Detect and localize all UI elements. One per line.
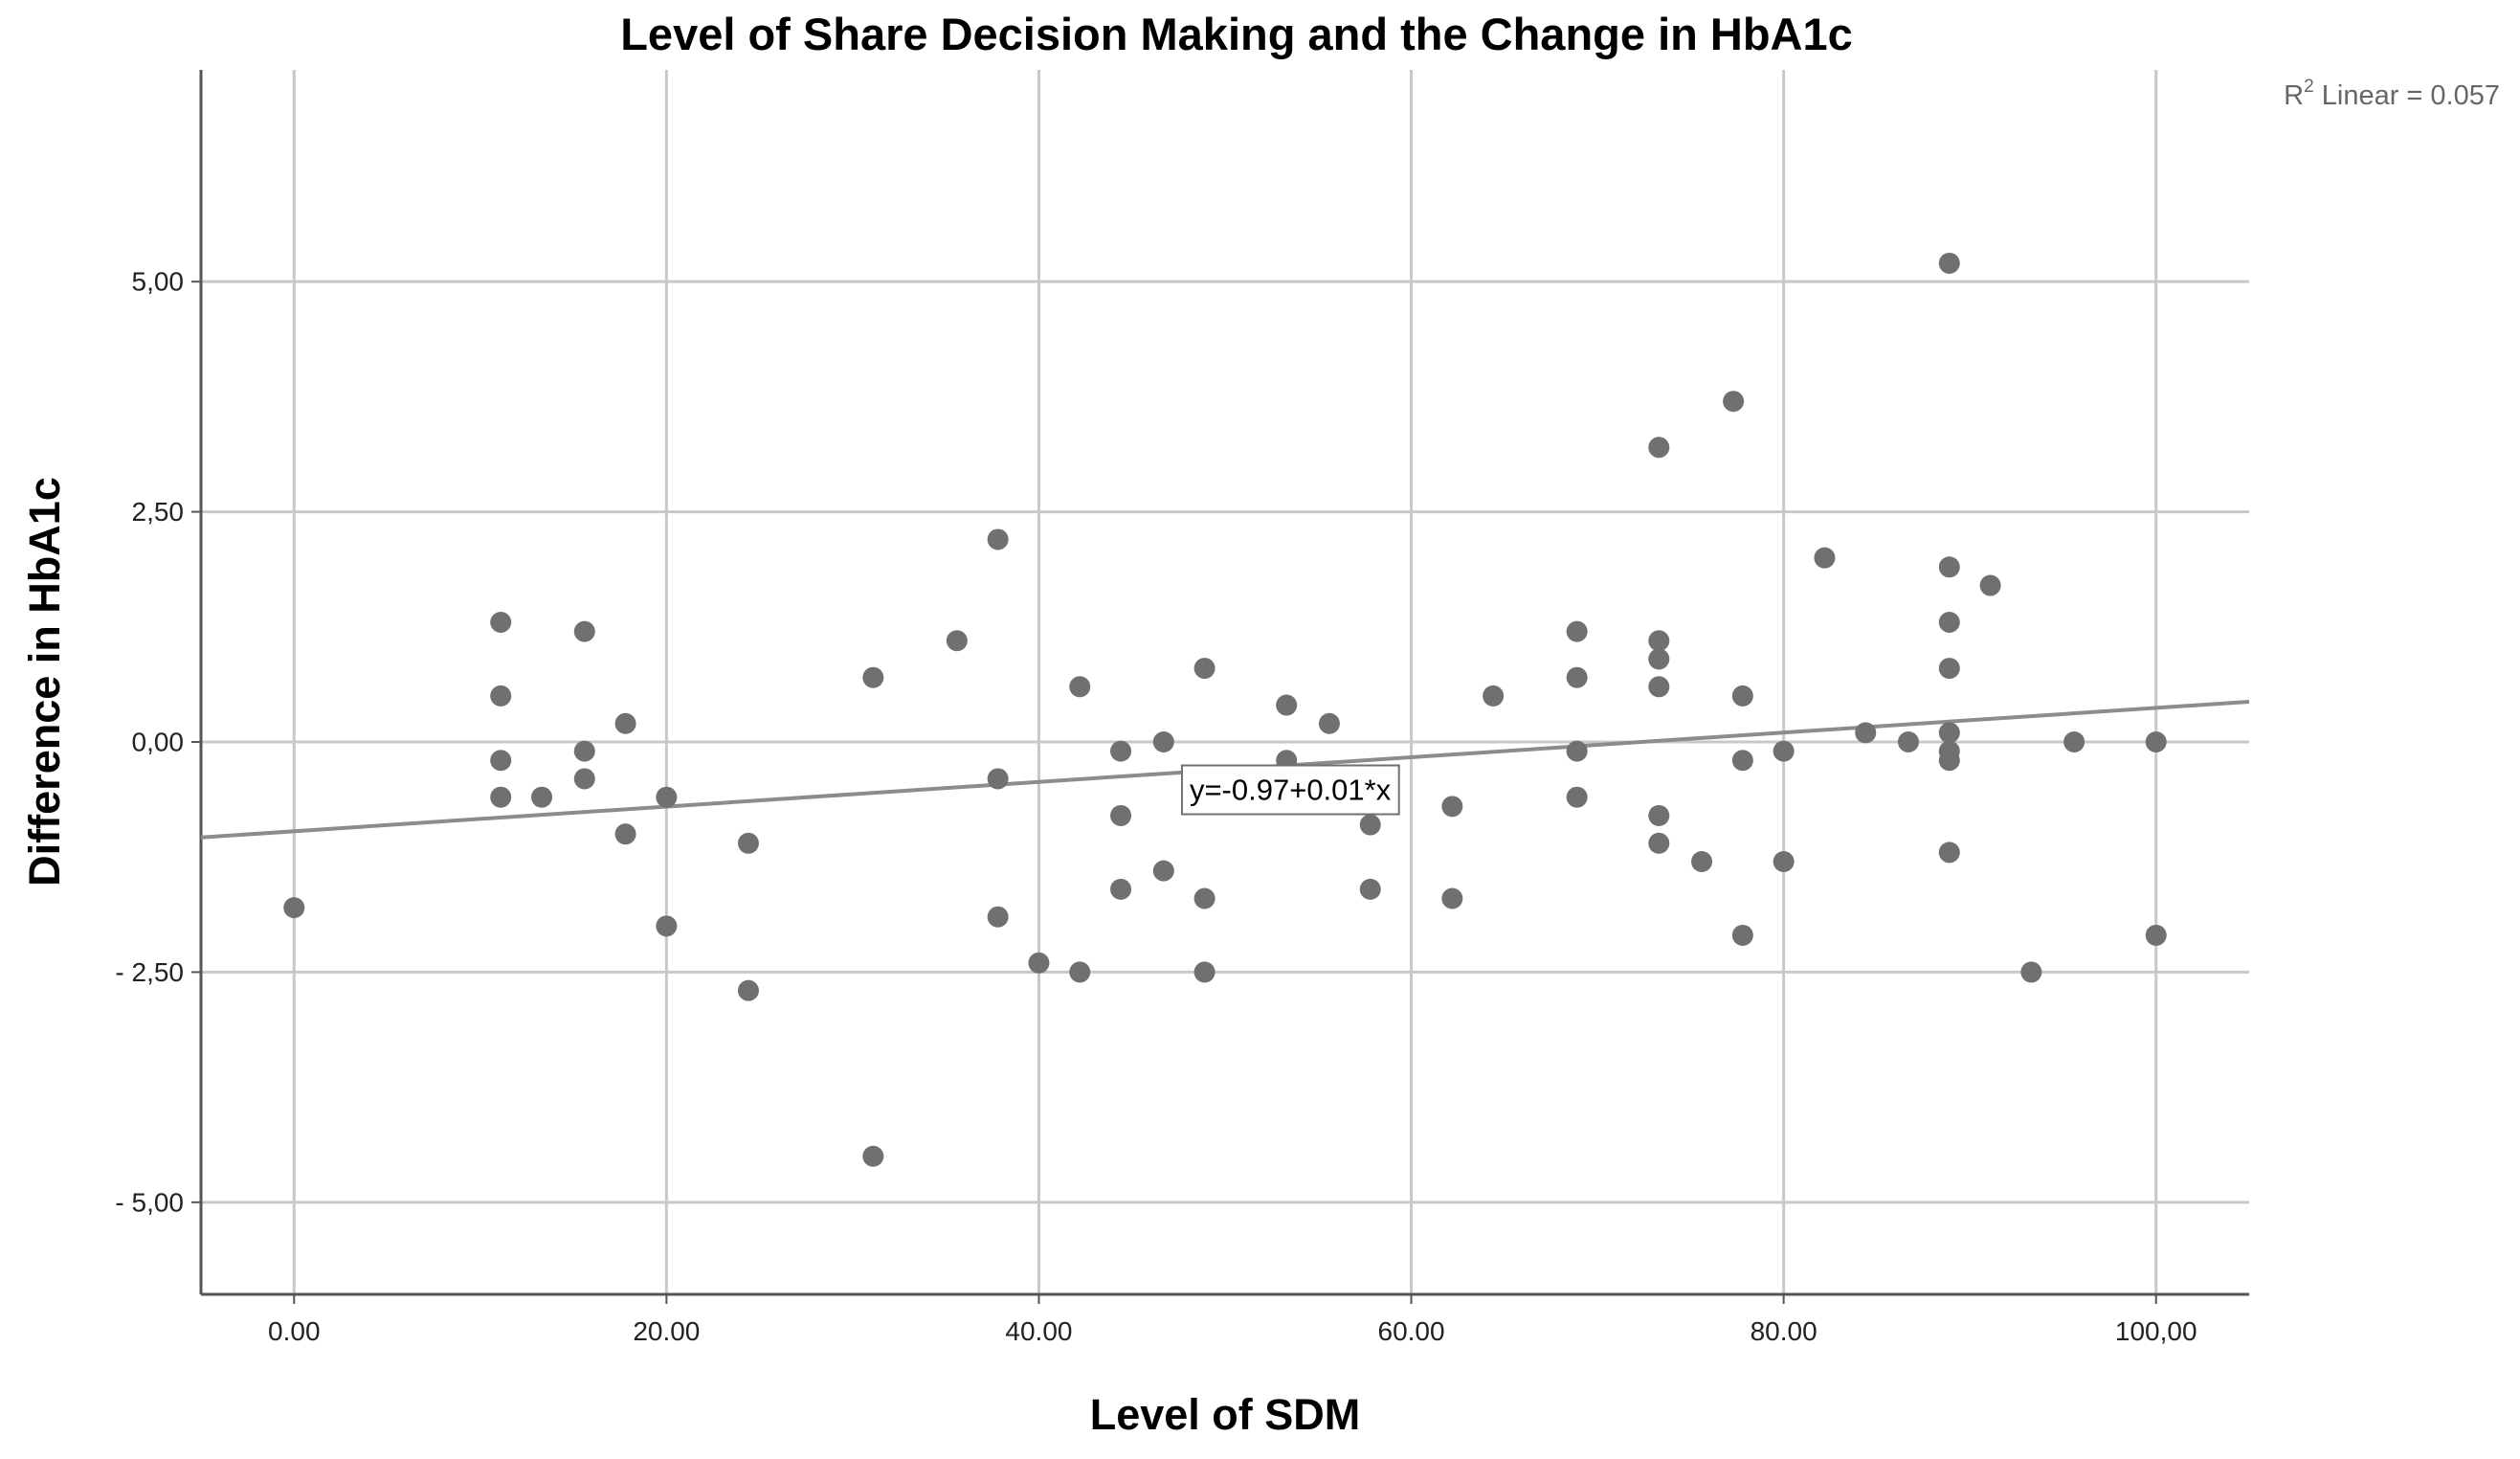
x-tick-label: 80.00 (1751, 1316, 1818, 1346)
data-point (1814, 547, 1836, 569)
data-point (1566, 666, 1588, 688)
equation-box-border (1180, 764, 1400, 816)
data-point (1566, 786, 1588, 808)
data-point (1648, 676, 1670, 698)
data-point (1691, 851, 1713, 873)
data-point (1566, 620, 1588, 642)
data-point (614, 712, 636, 734)
x-tick-label: 0.00 (268, 1316, 321, 1346)
chart-title: Level of Share Decision Making and the C… (620, 9, 1853, 59)
data-point (1731, 924, 1753, 946)
data-point (1773, 851, 1795, 873)
data-point (1028, 952, 1050, 974)
data-point (1938, 658, 1960, 680)
data-point (1648, 437, 1670, 459)
data-point (1648, 804, 1670, 826)
y-axis-title: Difference in HbA1c (20, 477, 69, 887)
data-point (490, 611, 512, 633)
data-point (1276, 694, 1298, 716)
data-point (1855, 722, 1877, 744)
y-tick-label: 2,50 (132, 497, 185, 527)
y-tick-label: - 2,50 (115, 957, 184, 987)
data-point (1359, 878, 1381, 900)
data-point (2063, 731, 2085, 753)
grid-lines (191, 70, 2249, 1304)
data-point (573, 620, 595, 642)
data-point (283, 897, 305, 919)
data-point (1938, 842, 1960, 864)
axes (199, 70, 2249, 1296)
data-point (614, 823, 636, 845)
data-point (1731, 750, 1753, 772)
data-point (1938, 750, 1960, 772)
data-point (862, 1145, 884, 1167)
data-point (1938, 722, 1960, 744)
data-point (490, 685, 512, 707)
data-point (1979, 574, 2001, 596)
data-point (1152, 860, 1174, 882)
tick-labels: 0.00 20.00 40.00 60.00 80.00 100,00 5,00 2,50 0,… (115, 267, 2197, 1346)
x-tick-label: 100,00 (2115, 1316, 2197, 1346)
y-tick-label: - 5,00 (115, 1187, 184, 1217)
data-point (1648, 648, 1670, 670)
data-point (656, 915, 678, 937)
data-point (2145, 924, 2167, 946)
data-point (1318, 712, 1340, 734)
data-point (531, 786, 553, 808)
data-point (737, 832, 759, 854)
x-tick-label: 20.00 (633, 1316, 700, 1346)
data-point (987, 768, 1009, 790)
r2-prefix: R (2284, 80, 2304, 111)
data-point (1110, 740, 1132, 762)
data-point (1110, 804, 1132, 826)
data-point (1193, 887, 1215, 909)
data-point (1938, 611, 1960, 633)
data-point (862, 666, 884, 688)
data-point (1773, 740, 1795, 762)
data-point (1193, 658, 1215, 680)
data-point (1566, 740, 1588, 762)
data-point (1193, 961, 1215, 983)
x-axis-title: Level of SDM (1090, 1390, 1361, 1439)
data-points (283, 252, 2167, 1167)
data-point (1441, 796, 1463, 818)
data-point (1723, 391, 1745, 413)
y-tick-label: 5,00 (132, 267, 185, 297)
x-tick-label: 40.00 (1005, 1316, 1072, 1346)
data-point (1648, 832, 1670, 854)
r2-superscript: 2 (2304, 77, 2314, 97)
data-point (573, 768, 595, 790)
regression-equation-box: y=-0.97+0.01*x (1180, 764, 1400, 816)
data-point (987, 528, 1009, 550)
data-point (1938, 556, 1960, 578)
data-point (490, 786, 512, 808)
data-point (1069, 676, 1091, 698)
data-point (2145, 731, 2167, 753)
data-point (1441, 887, 1463, 909)
data-point (1897, 731, 1919, 753)
r2-value: Linear = 0.057 (2314, 80, 2500, 111)
r-squared-label: R2 Linear = 0.057 (2284, 77, 2500, 111)
data-point (1110, 878, 1132, 900)
data-point (1069, 961, 1091, 983)
data-point (987, 906, 1009, 928)
data-point (1152, 731, 1174, 753)
data-point (1359, 814, 1381, 836)
data-point (573, 740, 595, 762)
data-point (1938, 252, 1960, 274)
data-point (1731, 685, 1753, 707)
y-tick-label: 0,00 (132, 728, 185, 757)
data-point (737, 979, 759, 1001)
data-point (946, 630, 968, 652)
data-point (2020, 961, 2042, 983)
data-point (656, 786, 678, 808)
regression-equation: y=-0.97+0.01*x (1190, 774, 1392, 807)
data-point (1483, 685, 1505, 707)
x-tick-label: 60.00 (1378, 1316, 1445, 1346)
data-point (490, 750, 512, 772)
data-point (1648, 630, 1670, 652)
